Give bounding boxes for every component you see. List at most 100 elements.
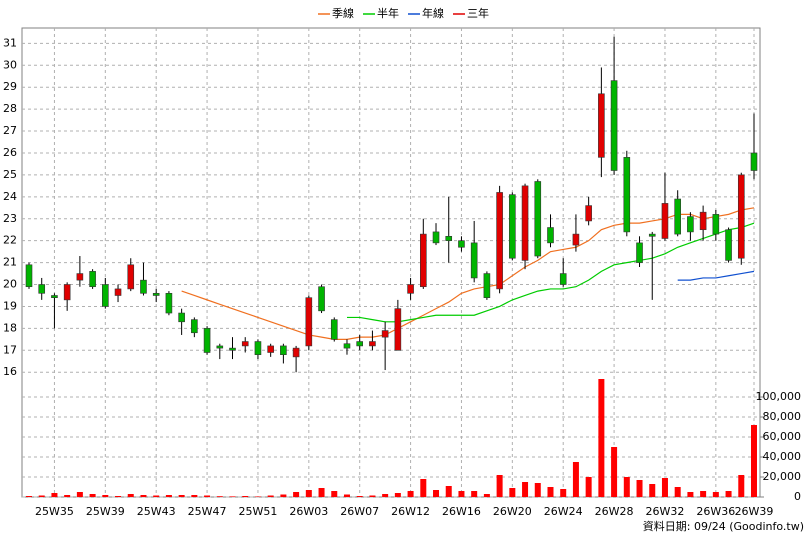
y2-tick-label: 100,000 [756,390,802,403]
candle-body [216,345,224,349]
x-tick-label: 25W43 [137,505,176,518]
candle-body [521,185,529,261]
y-tick-label: 24 [3,190,17,203]
candle-body [152,292,160,296]
legend-label: 年線 [422,6,444,20]
volume-bar [700,491,707,497]
volume-bar [738,475,745,497]
volume-bar [649,484,656,497]
candle-body [102,284,109,307]
y-tick-label: 30 [3,58,17,71]
candle-body [648,233,656,237]
volume-bar [51,493,58,497]
volume-bar [471,491,478,497]
volume-bar [343,494,350,497]
candle-body [305,297,313,347]
candle-body [687,216,694,233]
volume-bar [598,379,605,497]
y-tick-label: 22 [3,234,17,247]
candle-body [623,157,631,233]
candle-body [330,319,338,340]
candle-body [598,93,605,158]
candle-body [712,214,720,235]
candle-body [458,240,465,248]
candle-body [661,203,669,239]
volume-bar [611,447,618,497]
volume-bar [560,489,567,497]
candle-body [254,341,262,355]
candle-body [483,273,491,298]
candle-body [585,205,592,222]
volume-bar [458,491,465,497]
y-tick-label: 21 [3,256,17,269]
candle-body [25,264,33,288]
candle-body [76,273,84,281]
candle-body [356,341,364,347]
volume-bar [305,490,312,497]
volume-bar [127,494,134,497]
candle-body [381,330,389,338]
candle-body [140,279,147,294]
volume-bar [585,477,592,497]
candle-body [699,211,707,231]
y-tick-label: 25 [3,168,17,181]
x-tick-label: 26W32 [646,505,685,518]
legend-label: 季線 [332,6,354,20]
volume-bar [140,495,147,497]
volume-bar [115,496,122,497]
x-tick-label: 26W24 [544,505,583,518]
y-tick-label: 19 [3,299,17,312]
candle-body [534,181,542,257]
candle-body [737,174,745,259]
volume-bar [522,482,529,497]
candle-body [280,345,287,355]
x-tick-label: 26W20 [493,505,532,518]
candle-body [610,80,618,171]
candle-body [636,242,643,263]
volume-bar [483,494,490,497]
volume-bar [751,425,757,497]
candle-body [547,227,554,244]
candle-body [292,347,300,358]
volume-bar [318,488,325,497]
volume-bar [254,496,261,497]
x-tick-label: 25W39 [86,505,125,518]
volume-bar [331,491,338,497]
x-tick-label: 26W36 [696,505,735,518]
volume-bar [661,478,668,497]
y-tick-label: 18 [3,321,17,334]
volume-bar [64,495,71,497]
volume-bar [153,495,160,497]
volume-bar [369,495,376,497]
candle-body [419,233,427,288]
volume-bar [712,492,719,497]
footer: 資料日期: 09/24 (Goodinfo.tw) [643,519,804,533]
y2-tick-label: 0 [794,490,801,503]
y-tick-label: 20 [3,278,17,291]
volume-bar [280,494,287,497]
y-tick-label: 29 [3,80,17,93]
y-tick-label: 23 [3,212,17,225]
candle-body [318,286,325,312]
candle-body [407,284,414,294]
candle-body [51,295,58,298]
candle-body [750,152,758,171]
y-tick-label: 27 [3,124,17,137]
x-tick-label: 26W12 [391,505,430,518]
volume-bar [445,486,452,497]
y-tick-label: 31 [3,36,17,49]
volume-bar [216,496,223,497]
volume-bar [356,496,363,497]
candle-body [203,328,211,353]
x-tick-label: 25W35 [35,505,74,518]
x-tick-label: 26W07 [340,505,379,518]
candle-body [496,192,503,290]
volume-bar [636,480,643,497]
volume-bar [382,494,389,497]
volume-bar [687,492,694,497]
volume-bar [394,493,401,497]
x-tick-label: 26W28 [595,505,634,518]
candle-body [38,284,46,294]
y-tick-label: 16 [3,365,17,378]
